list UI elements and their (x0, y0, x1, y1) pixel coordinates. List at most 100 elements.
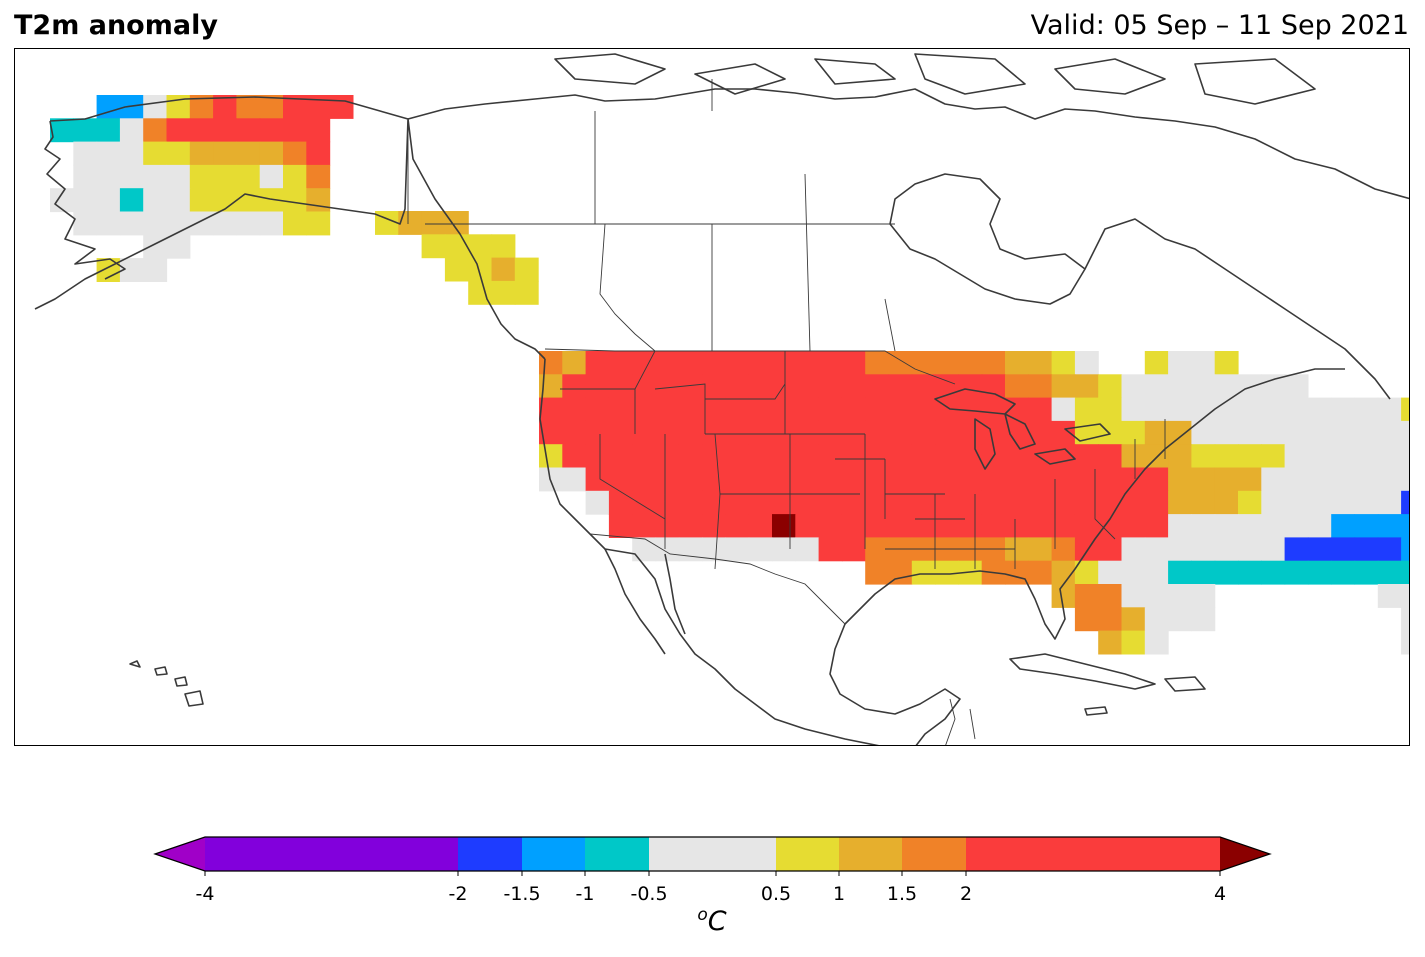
anomaly-cell (1377, 490, 1402, 515)
anomaly-cell (818, 490, 843, 515)
anomaly-cell (166, 164, 191, 189)
anomaly-cell (1168, 467, 1192, 492)
anomaly-cell (1284, 467, 1309, 492)
anomaly-cell (1261, 490, 1286, 515)
anomaly-cell (1354, 490, 1379, 515)
colorbar-segment (966, 837, 1220, 871)
anomaly-cell (818, 444, 843, 469)
anomaly-cell (1168, 351, 1192, 375)
anomaly-cell (96, 141, 121, 166)
anomaly-cell (1307, 537, 1332, 562)
anomaly-cell (1331, 467, 1356, 492)
anomaly-cell (1214, 397, 1239, 422)
anomaly-cell (491, 280, 516, 305)
anomaly-cell (1238, 560, 1262, 585)
anomaly-cell (608, 444, 633, 469)
anomaly-cell (1168, 537, 1192, 562)
anomaly-cell (1121, 444, 1146, 469)
colorbar-tick-label: 1 (832, 883, 846, 905)
anomaly-cell (911, 490, 936, 515)
anomaly-cell (678, 537, 703, 562)
colorbar-tick-label: -4 (195, 883, 215, 905)
anomaly-cell (655, 351, 680, 375)
anomaly-cell (1307, 514, 1332, 538)
anomaly-cell (725, 537, 750, 562)
anomaly-cell (1191, 490, 1216, 515)
anomaly-cell (608, 514, 633, 538)
anomaly-cell (655, 397, 680, 422)
anomaly-cell (841, 537, 866, 562)
anomaly-cell (1098, 630, 1123, 655)
anomaly-cell (1144, 584, 1169, 608)
anomaly-cell (1214, 490, 1239, 515)
anomaly-cell (1191, 514, 1216, 538)
anomaly-cell (1377, 560, 1402, 585)
anomaly-cell (981, 397, 1006, 422)
anomaly-cell (1121, 397, 1146, 422)
anomaly-cell (935, 467, 959, 492)
anomaly-cell (678, 397, 703, 422)
anomaly-cell (748, 467, 773, 492)
anomaly-cell (514, 280, 539, 305)
anomaly-cell (1238, 444, 1262, 469)
anomaly-cell (539, 420, 563, 445)
anomaly-cell (1168, 607, 1192, 632)
hawaii-islands (129, 660, 204, 707)
anomaly-cell (795, 444, 820, 469)
anomaly-cell (888, 514, 913, 538)
anomaly-cell (96, 118, 121, 143)
anomaly-cell (748, 444, 773, 469)
anomaly-cell (725, 514, 750, 538)
canada-provinces (407, 79, 896, 352)
anomaly-cell (818, 374, 843, 399)
anomaly-cell (772, 444, 796, 469)
anomaly-cell (1261, 397, 1286, 422)
anomaly-cell (1144, 467, 1169, 492)
anomaly-cell (795, 514, 820, 538)
anomaly-cell (1121, 560, 1146, 585)
anomaly-cell (841, 444, 866, 469)
anomaly-cell (1144, 560, 1169, 585)
anomaly-cell (1331, 420, 1356, 445)
anomaly-cell (468, 234, 493, 259)
anomaly-cell (795, 351, 820, 375)
anomaly-cell (213, 118, 237, 143)
anomaly-cell (1074, 374, 1099, 399)
west-coastline (539, 358, 880, 745)
anomaly-cell (795, 490, 820, 515)
anomaly-cell (1051, 490, 1076, 515)
anomaly-cell (911, 444, 936, 469)
anomaly-cell (981, 420, 1006, 445)
anomaly-cell (1238, 514, 1262, 538)
anomaly-cell (562, 351, 587, 375)
anomaly-cell (1098, 560, 1123, 585)
anomaly-cell (585, 351, 610, 375)
anomaly-cell (1028, 374, 1053, 399)
anomaly-cell (444, 211, 469, 235)
anomaly-cell (1261, 374, 1286, 399)
colorbar-tick-label: 2 (959, 883, 973, 905)
anomaly-cell (888, 490, 913, 515)
anomaly-cell (795, 467, 820, 492)
anomaly-cell (1354, 560, 1379, 585)
anomaly-cell (189, 164, 214, 189)
anomaly-cell (73, 118, 98, 143)
anomaly-cell (1121, 537, 1146, 562)
anomaly-cell (213, 188, 237, 213)
anomaly-cell (772, 514, 796, 538)
anomaly-cell (818, 397, 843, 422)
great-lakes (934, 388, 1111, 470)
anomaly-cell (981, 467, 1006, 492)
anomaly-cell (725, 444, 750, 469)
anomaly-cell (678, 351, 703, 375)
anomaly-cell (1214, 537, 1239, 562)
anomaly-cell (865, 467, 890, 492)
anomaly-cell (1354, 444, 1379, 469)
anomaly-cell (818, 467, 843, 492)
anomaly-cell (1238, 490, 1262, 515)
anomaly-cell (236, 118, 261, 143)
anomaly-cell (911, 374, 936, 399)
anomaly-cell (1238, 537, 1262, 562)
anomaly-cell (1098, 374, 1123, 399)
anomaly-cell (306, 211, 331, 236)
